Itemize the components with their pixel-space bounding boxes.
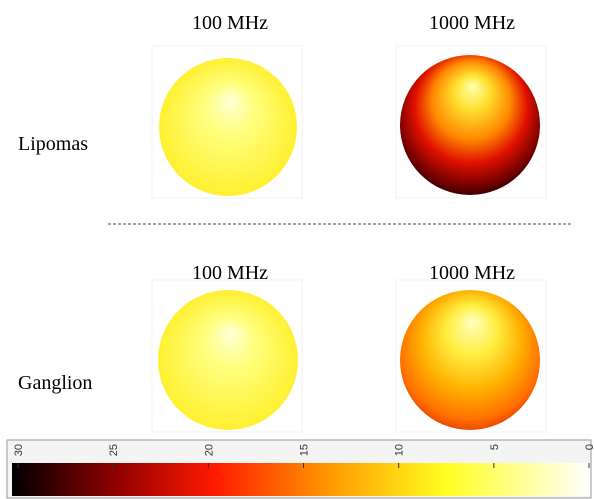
column-title: 1000 MHz	[429, 12, 515, 34]
row-label: Lipomas	[18, 133, 88, 155]
column-title: 100 MHz	[192, 12, 268, 34]
tick-label: 10	[394, 444, 406, 456]
tick-label: 20	[203, 444, 215, 456]
column-title: 1000 MHz	[429, 262, 515, 284]
tick-label: 25	[108, 444, 120, 456]
sphere	[159, 58, 297, 196]
sphere	[400, 55, 540, 195]
colorbar	[12, 463, 590, 496]
column-title: 100 MHz	[192, 262, 268, 284]
tick-label: 30	[13, 444, 25, 456]
sphere	[400, 290, 540, 430]
sphere	[158, 290, 298, 430]
tick-label: 5	[489, 444, 501, 450]
figure: 100 MHz 1000 MHz Lipomas 100 MHz 1000 MH…	[0, 0, 594, 499]
row-label: Ganglion	[18, 372, 92, 394]
tick-label: 0	[584, 444, 594, 450]
tick-label: 15	[299, 444, 311, 456]
